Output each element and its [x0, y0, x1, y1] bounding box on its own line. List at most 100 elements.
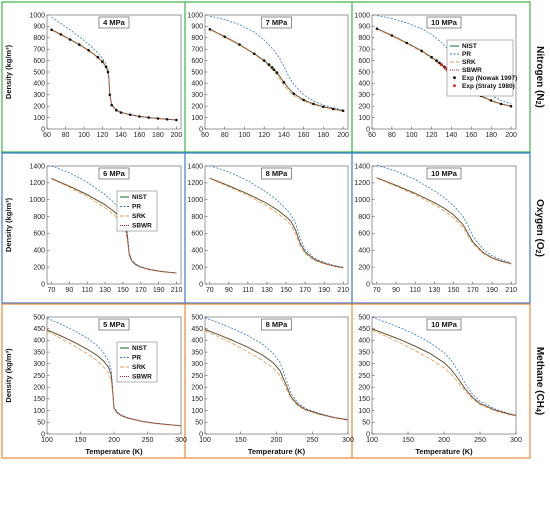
row-label-end: ) — [534, 412, 545, 415]
exp-point-nowak — [509, 104, 513, 108]
panel-title: 8 MPa — [266, 169, 289, 178]
panel-title: 10 MPa — [431, 18, 458, 27]
x-tick-label: 210 — [337, 287, 349, 294]
x-tick-label: 80 — [62, 132, 70, 139]
y-tick-label: 200 — [33, 104, 45, 111]
panel-title-box — [261, 16, 292, 29]
series-line-nist — [371, 328, 517, 417]
x-tick-label: 200 — [108, 437, 120, 444]
y-tick-label: 150 — [191, 396, 203, 403]
y-tick-label: 150 — [33, 396, 45, 403]
y-tick-label: 300 — [33, 92, 45, 99]
x-tick-label: 120 — [258, 132, 270, 139]
row-label-subscript: 2 — [534, 250, 541, 254]
y-tick-label: 100 — [358, 115, 370, 122]
y-tick-label: 800 — [191, 214, 203, 221]
y-tick-label: 450 — [191, 326, 203, 333]
series-line-pr — [376, 164, 512, 264]
exp-point-nowak — [147, 116, 150, 119]
exp-point-nowak — [208, 28, 212, 31]
y-tick-label: 700 — [191, 47, 203, 54]
x-tick-label: 140 — [115, 132, 127, 139]
x-tick-label: 180 — [485, 132, 497, 139]
exp-point-nowak — [101, 60, 104, 63]
x-tick-label: 60 — [368, 132, 376, 139]
x-tick-label: 250 — [142, 437, 154, 444]
series-line-pr — [51, 165, 177, 274]
y-tick-label: 300 — [191, 361, 203, 368]
series-line-sbwr — [371, 328, 517, 416]
y-tick-label: 400 — [358, 338, 370, 345]
series-line-sbwr — [51, 29, 177, 121]
exp-point-nowak — [119, 111, 123, 114]
series-line-nist — [46, 329, 182, 427]
x-tick-label: 80 — [221, 132, 229, 139]
exp-point-nowak — [87, 49, 90, 52]
x-tick-label: 150 — [402, 437, 414, 444]
x-tick-label: 120 — [426, 132, 438, 139]
series-line-sbwr — [204, 328, 349, 421]
series-line-nist — [209, 28, 344, 112]
x-tick-label: 180 — [318, 132, 330, 139]
y-tick-label: 200 — [33, 385, 45, 392]
y-tick-label: 400 — [33, 248, 45, 255]
legend-label-exp1: Exp (Nowak 1997) — [462, 75, 517, 82]
y-tick-label: 450 — [358, 326, 370, 333]
y-tick-label: 800 — [358, 214, 370, 221]
x-tick-label: 300 — [342, 437, 354, 444]
x-tick-label: 210 — [505, 287, 517, 294]
series-line-nist — [376, 177, 512, 265]
x-axis-label: Temperature (K) — [415, 447, 473, 456]
exp-point-nowak — [156, 117, 160, 120]
series-line-pr — [209, 165, 344, 268]
exp-point-straty — [440, 63, 443, 66]
y-tick-label: 0 — [199, 126, 203, 133]
x-tick-label: 170 — [135, 287, 147, 294]
y-tick-label: 200 — [191, 264, 203, 271]
plot-area — [46, 165, 182, 285]
exp-point-nowak — [165, 118, 169, 121]
legend: NIST PR SRK SBWR — [116, 190, 158, 232]
x-tick-label: 90 — [392, 287, 400, 294]
exp-point-nowak — [253, 52, 256, 56]
exp-point-nowak — [104, 65, 108, 69]
exp-point-nowak — [267, 63, 271, 66]
x-tick-label: 90 — [65, 287, 73, 294]
x-tick-label: 130 — [99, 287, 111, 294]
row-label-main: Nitrogen (N — [534, 46, 545, 100]
y-tick-label: 1000 — [187, 197, 203, 204]
legend-label-pr: PR — [132, 355, 141, 362]
x-tick-label: 150 — [235, 437, 247, 444]
y-tick-label: 500 — [358, 314, 370, 321]
y-tick-label: 500 — [33, 314, 45, 321]
legend-label-srk: SRK — [132, 364, 146, 371]
x-tick-label: 100 — [41, 437, 53, 444]
legend-label-pr: PR — [462, 51, 471, 58]
panel-title-box — [98, 318, 130, 331]
exp-point-nowak — [115, 108, 118, 112]
y-tick-label: 1400 — [354, 163, 370, 170]
legend-label-srk: SRK — [132, 213, 146, 220]
y-tick-label: 1000 — [187, 12, 203, 19]
y-tick-label: 100 — [191, 408, 203, 415]
x-tick-label: 150 — [117, 287, 129, 294]
panel-title-box — [261, 318, 292, 331]
y-tick-label: 600 — [358, 231, 370, 238]
row-label-main: Methane (CH — [534, 347, 545, 408]
exp-point-nowak — [138, 115, 141, 118]
exp-point-nowak — [302, 98, 305, 102]
legend-box — [116, 341, 158, 383]
y-tick-label: 800 — [358, 35, 370, 42]
row-label-main: Oxygen (O — [534, 199, 545, 250]
x-tick-label: 100 — [199, 437, 211, 444]
x-tick-label: 100 — [78, 132, 90, 139]
y-tick-label: 100 — [33, 115, 45, 122]
y-tick-label: 0 — [366, 431, 370, 438]
exp-point-nowak — [420, 49, 424, 53]
y-tick-label: 200 — [358, 264, 370, 271]
y-tick-label: 600 — [33, 58, 45, 65]
legend-box — [446, 39, 514, 97]
y-tick-label: 200 — [191, 104, 203, 111]
x-tick-label: 200 — [438, 437, 450, 444]
y-tick-label: 0 — [41, 281, 45, 288]
